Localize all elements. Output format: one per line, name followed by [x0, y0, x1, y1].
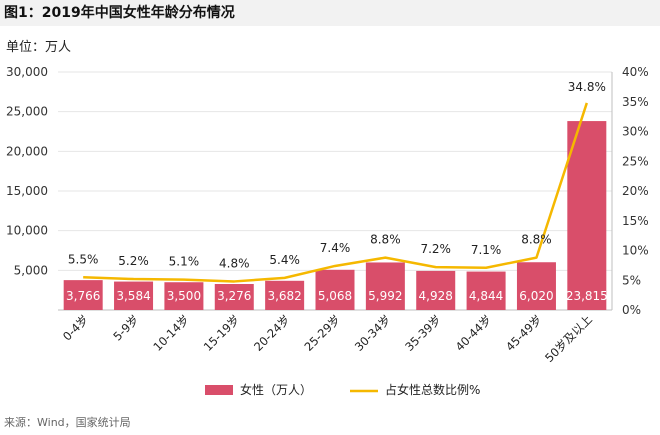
x-category-label: 30-34岁 — [352, 312, 394, 354]
source-note: 来源：Wind，国家统计局 — [4, 416, 131, 429]
bar — [466, 271, 506, 310]
ratio-value-label: 7.1% — [471, 243, 502, 257]
x-category-label: 15-19岁 — [201, 312, 243, 354]
y-right-tick-label: 25% — [622, 154, 649, 168]
ratio-value-label: 34.8% — [568, 80, 606, 94]
bar — [516, 262, 556, 310]
chart-title: 图1：2019年中国女性年龄分布情况 — [0, 0, 660, 26]
bar — [416, 270, 456, 310]
bar-value-label: 3,766 — [66, 289, 100, 303]
bar — [63, 280, 103, 310]
bar-value-label: 3,500 — [167, 289, 201, 303]
y-left-tick-label: 15,000 — [6, 184, 48, 198]
x-category-label: 50岁及以上 — [542, 312, 595, 365]
x-category-label: 40-44岁 — [453, 312, 495, 354]
bar — [114, 281, 154, 310]
ratio-value-label: 8.8% — [521, 233, 552, 247]
y-right-tick-label: 10% — [622, 244, 649, 258]
ratio-value-label: 5.2% — [118, 254, 149, 268]
y-left-tick-label: 30,000 — [6, 65, 48, 79]
bar-value-label: 3,584 — [116, 289, 150, 303]
bar-value-label: 5,068 — [318, 289, 352, 303]
y-right-tick-label: 20% — [622, 184, 649, 198]
bar-value-label: 3,276 — [217, 289, 251, 303]
bar — [365, 262, 405, 310]
legend-bar-swatch — [205, 385, 233, 395]
ratio-value-label: 7.2% — [420, 242, 451, 256]
y-right-tick-label: 35% — [622, 95, 649, 109]
ratio-value-label: 5.1% — [169, 255, 200, 269]
bar-value-label: 4,928 — [419, 289, 453, 303]
y-left-tick-label: 10,000 — [6, 224, 48, 238]
y-right-tick-label: 15% — [622, 214, 649, 228]
y-left-tick-label: 25,000 — [6, 105, 48, 119]
bar-value-label: 5,992 — [368, 289, 402, 303]
y-right-tick-label: 5% — [622, 273, 641, 287]
bar-value-label: 6,020 — [519, 289, 553, 303]
y-left-tick-label: 20,000 — [6, 144, 48, 158]
ratio-value-label: 4.8% — [219, 256, 250, 270]
x-category-label: 0-4岁 — [60, 312, 91, 343]
y-right-tick-label: 40% — [622, 65, 649, 79]
bar-value-label: 3,682 — [267, 289, 301, 303]
bar — [214, 284, 254, 310]
bar-value-label: 23,815 — [566, 289, 608, 303]
legend-line-label: 占女性总数比例% — [385, 382, 480, 397]
y-right-tick-label: 0% — [622, 303, 641, 317]
bar-value-label: 4,844 — [469, 289, 503, 303]
y-right-tick-label: 30% — [622, 125, 649, 139]
y-left-tick-label: 5,000 — [14, 263, 48, 277]
x-category-label: 25-29岁 — [301, 312, 343, 354]
x-category-label: 20-24岁 — [251, 312, 293, 354]
ratio-value-label: 8.8% — [370, 233, 401, 247]
ratio-value-label: 7.4% — [320, 241, 351, 255]
bar — [315, 269, 355, 310]
bar — [567, 121, 607, 311]
bar — [164, 282, 204, 310]
unit-label: 单位：万人 — [6, 40, 72, 55]
x-category-label: 35-39岁 — [402, 312, 444, 354]
legend-bar-label: 女性（万人） — [240, 382, 312, 397]
x-category-label: 45-49岁 — [503, 312, 545, 354]
ratio-value-label: 5.4% — [269, 253, 300, 267]
ratio-value-label: 5.5% — [68, 252, 99, 266]
bar — [265, 280, 305, 310]
x-category-label: 5-9岁 — [110, 312, 141, 343]
x-category-label: 10-14岁 — [150, 312, 192, 354]
